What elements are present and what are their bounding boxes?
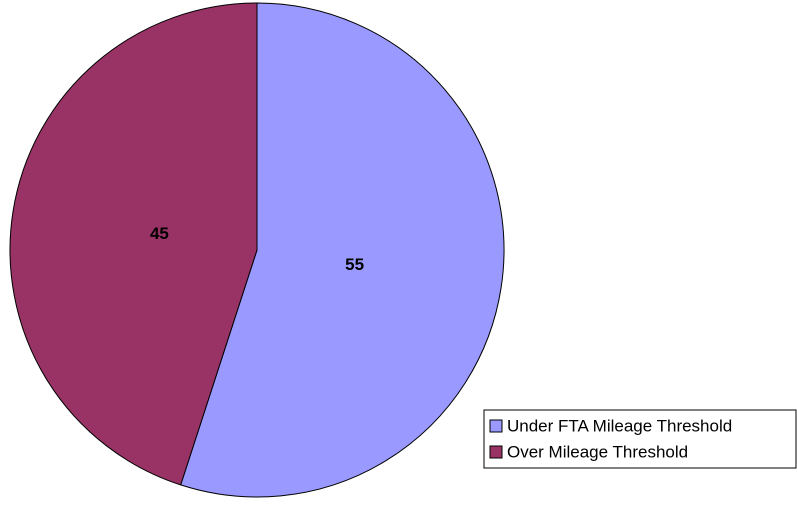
data-label: 45 [150, 224, 169, 243]
legend-swatch [489, 419, 503, 433]
legend-label: Under FTA Mileage Threshold [507, 416, 732, 435]
legend-label: Over Mileage Threshold [507, 442, 688, 461]
pie-slice [180, 2, 505, 498]
legend: Under FTA Mileage Threshold Over Mileage … [483, 409, 797, 469]
legend-box [483, 409, 797, 469]
pie-slice [9, 2, 258, 486]
legend-swatch [489, 445, 503, 459]
data-label: 55 [345, 255, 364, 274]
